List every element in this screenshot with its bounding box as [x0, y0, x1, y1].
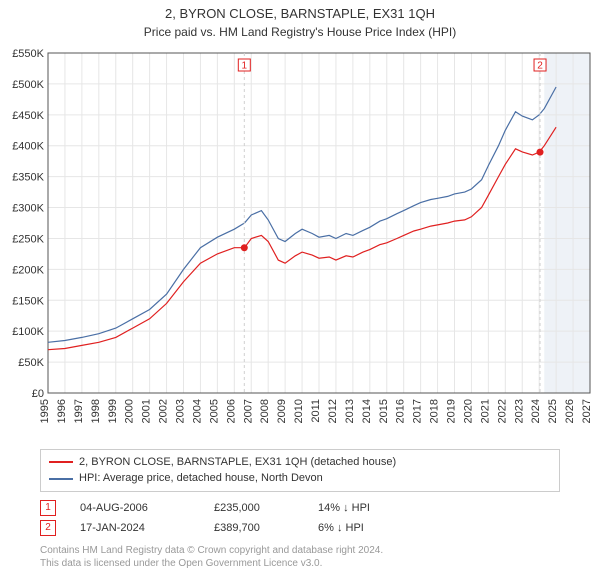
svg-text:2003: 2003 — [175, 399, 187, 423]
svg-text:2024: 2024 — [530, 399, 542, 423]
legend-swatch — [49, 461, 73, 463]
svg-text:£400K: £400K — [12, 141, 44, 153]
svg-text:2022: 2022 — [496, 399, 508, 423]
svg-text:£150K: £150K — [12, 295, 44, 307]
credit-text: Contains HM Land Registry data © Crown c… — [40, 544, 560, 570]
svg-text:2026: 2026 — [564, 399, 576, 423]
event-marker-icon: 1 — [40, 500, 56, 516]
event-list: 1 04-AUG-2006 £235,000 14% ↓ HPI 2 17-JAN-202… — [40, 498, 560, 538]
svg-text:2025: 2025 — [547, 399, 559, 423]
svg-text:2017: 2017 — [412, 399, 424, 423]
svg-text:2002: 2002 — [158, 399, 170, 423]
svg-text:2011: 2011 — [310, 399, 322, 423]
svg-text:2021: 2021 — [479, 399, 491, 423]
svg-text:£450K: £450K — [12, 110, 44, 122]
legend-label: 2, BYRON CLOSE, BARNSTAPLE, EX31 1QH (de… — [79, 454, 396, 471]
svg-text:£300K: £300K — [12, 202, 44, 214]
event-marker-icon: 2 — [40, 520, 56, 536]
chart-area: £0 £50K £100K £150K £200K £250K £300K £350K £400… — [0, 45, 600, 445]
svg-text:2008: 2008 — [259, 399, 271, 423]
legend-label: HPI: Average price, detached house, Nort… — [79, 470, 323, 487]
svg-text:2013: 2013 — [344, 399, 356, 423]
svg-text:2015: 2015 — [378, 399, 390, 423]
svg-text:1999: 1999 — [107, 399, 119, 423]
credit-line-2: This data is licensed under the Open Gov… — [40, 557, 560, 570]
svg-text:£350K: £350K — [12, 172, 44, 184]
svg-text:£50K: £50K — [18, 357, 44, 369]
svg-text:2: 2 — [537, 60, 543, 71]
svg-text:£500K: £500K — [12, 79, 44, 91]
svg-text:£550K: £550K — [12, 48, 44, 60]
event-price: £235,000 — [214, 502, 294, 514]
svg-text:2012: 2012 — [327, 399, 339, 423]
svg-text:1996: 1996 — [56, 399, 68, 423]
credit-line-1: Contains HM Land Registry data © Crown c… — [40, 544, 560, 557]
svg-text:2023: 2023 — [513, 399, 525, 423]
svg-text:1998: 1998 — [90, 399, 102, 423]
svg-text:£0: £0 — [32, 388, 44, 400]
event-diff: 6% ↓ HPI — [318, 522, 408, 534]
event-diff: 14% ↓ HPI — [318, 502, 408, 514]
svg-text:2001: 2001 — [141, 399, 153, 423]
event-row: 2 17-JAN-2024 £389,700 6% ↓ HPI — [40, 518, 560, 538]
svg-text:1997: 1997 — [73, 399, 85, 423]
chart-title: 2, BYRON CLOSE, BARNSTAPLE, EX31 1QH — [0, 0, 600, 25]
chart-svg: £0 £50K £100K £150K £200K £250K £300K £350K £400… — [0, 45, 600, 445]
svg-text:2027: 2027 — [581, 399, 593, 423]
legend-item: HPI: Average price, detached house, Nort… — [49, 470, 551, 487]
svg-text:2016: 2016 — [395, 399, 407, 423]
event-date: 17-JAN-2024 — [80, 522, 190, 534]
svg-text:£200K: £200K — [12, 264, 44, 276]
svg-text:1995: 1995 — [39, 399, 51, 423]
svg-text:2009: 2009 — [276, 399, 288, 423]
svg-text:2020: 2020 — [462, 399, 474, 423]
svg-text:£100K: £100K — [12, 326, 44, 338]
svg-text:£250K: £250K — [12, 233, 44, 245]
legend: 2, BYRON CLOSE, BARNSTAPLE, EX31 1QH (de… — [40, 449, 560, 492]
legend-swatch — [49, 478, 73, 480]
svg-text:2007: 2007 — [242, 399, 254, 423]
svg-text:1: 1 — [242, 60, 248, 71]
event-row: 1 04-AUG-2006 £235,000 14% ↓ HPI — [40, 498, 560, 518]
chart-subtitle: Price paid vs. HM Land Registry's House … — [0, 25, 600, 45]
event-date: 04-AUG-2006 — [80, 502, 190, 514]
svg-text:2014: 2014 — [361, 399, 373, 423]
svg-text:2019: 2019 — [446, 399, 458, 423]
svg-text:2010: 2010 — [293, 399, 305, 423]
legend-item: 2, BYRON CLOSE, BARNSTAPLE, EX31 1QH (de… — [49, 454, 551, 471]
svg-text:2005: 2005 — [208, 399, 220, 423]
svg-text:2004: 2004 — [191, 399, 203, 423]
svg-text:2006: 2006 — [225, 399, 237, 423]
event-price: £389,700 — [214, 522, 294, 534]
svg-text:2000: 2000 — [124, 399, 136, 423]
svg-text:2018: 2018 — [429, 399, 441, 423]
